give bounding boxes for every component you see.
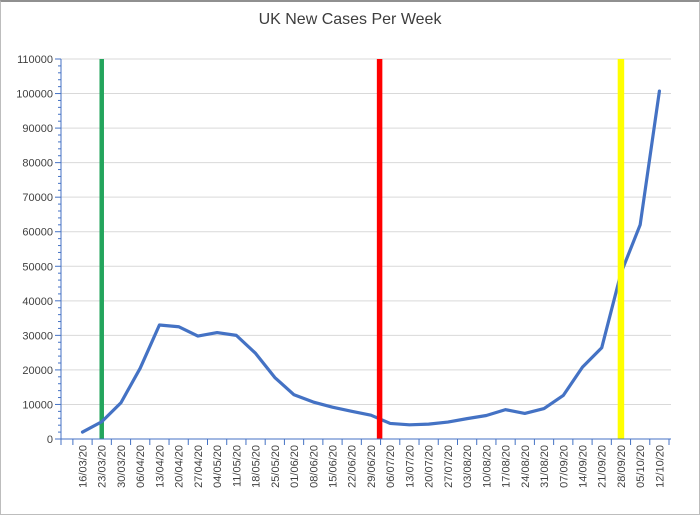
y-tick-label: 50000 xyxy=(22,261,53,273)
x-tick-label: 29/06/20 xyxy=(366,445,378,488)
y-tick-label: 20000 xyxy=(22,365,53,377)
x-tick-label: 22/06/20 xyxy=(347,445,359,488)
x-tick-label: 10/08/20 xyxy=(481,445,493,488)
x-tick-label: 27/04/20 xyxy=(193,445,205,488)
y-tick-label: 100000 xyxy=(16,89,53,101)
x-tick-label: 20/07/20 xyxy=(424,445,436,488)
x-tick-label: 21/09/20 xyxy=(597,445,609,488)
y-tick-label: 10000 xyxy=(22,399,53,411)
x-tick-label: 30/03/20 xyxy=(116,445,128,488)
x-tick-label: 01/06/20 xyxy=(289,445,301,488)
chart-title: UK New Cases Per Week xyxy=(258,11,442,28)
x-tick-label: 07/09/20 xyxy=(558,445,570,488)
series-line xyxy=(80,89,662,434)
x-tick-label: 25/05/20 xyxy=(270,445,282,488)
x-tick-label: 08/06/20 xyxy=(308,445,320,488)
y-tick-label: 30000 xyxy=(22,330,53,342)
x-tick-label: 14/09/20 xyxy=(577,445,589,488)
y-tick-label: 110000 xyxy=(17,54,53,66)
x-tick-label: 04/05/20 xyxy=(212,445,224,488)
x-tick-label: 03/08/20 xyxy=(462,445,474,488)
x-tick-label: 12/10/20 xyxy=(654,445,666,488)
x-tick-label: 16/03/20 xyxy=(78,445,90,488)
y-tick-label: 70000 xyxy=(22,192,53,204)
x-tick-label: 13/07/20 xyxy=(404,445,416,488)
x-tick-label: 06/04/20 xyxy=(135,445,147,488)
x-tick-label: 20/04/20 xyxy=(174,445,186,488)
x-tick-label: 15/06/20 xyxy=(327,445,339,488)
x-tick-label: 17/08/20 xyxy=(501,445,513,488)
x-tick-label: 24/08/20 xyxy=(520,445,532,488)
x-tick-label: 11/05/20 xyxy=(231,445,243,487)
x-tick-label: 31/08/20 xyxy=(539,445,551,488)
x-tick-label: 13/04/20 xyxy=(154,445,166,488)
y-tick-label: 0 xyxy=(47,434,53,446)
y-tick-label: 80000 xyxy=(22,158,53,170)
x-tick-label: 23/03/20 xyxy=(97,445,109,488)
x-tick-label: 28/09/20 xyxy=(616,445,628,488)
y-tick-label: 90000 xyxy=(22,123,53,135)
y-tick-label: 60000 xyxy=(22,227,53,239)
y-tick-label: 40000 xyxy=(22,296,53,308)
x-tick-label: 05/10/20 xyxy=(635,445,647,488)
x-tick-label: 18/05/20 xyxy=(251,445,263,488)
x-tick-label: 06/07/20 xyxy=(385,445,397,488)
x-tick-label: 27/07/20 xyxy=(443,445,455,488)
